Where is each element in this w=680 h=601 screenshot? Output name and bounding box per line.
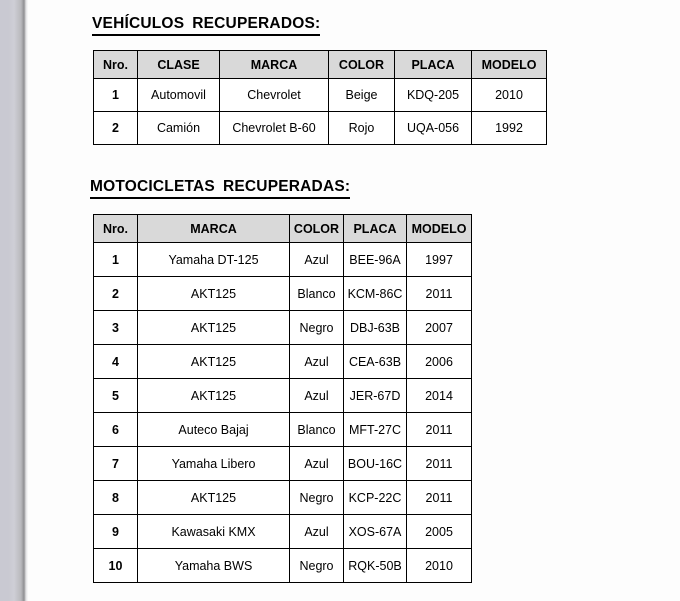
column-header-nro: Nro.: [93, 214, 138, 243]
cell-nro: 2: [93, 276, 138, 311]
cell-clase: Camión: [137, 111, 220, 145]
cell-placa: KCM-86C: [343, 276, 407, 311]
cell-marca: AKT125: [137, 310, 290, 345]
cell-placa: BEE-96A: [343, 242, 407, 277]
column-header-color: COLOR: [289, 214, 344, 243]
cell-color: Azul: [289, 446, 344, 481]
cell-marca: AKT125: [137, 480, 290, 515]
column-header-clase: CLASE: [137, 50, 220, 79]
table-row: 10 Yamaha BWS Negro RQK-50B 2010: [93, 548, 472, 583]
cell-color: Blanco: [289, 276, 344, 311]
section-title-motocicletas-word2: RECUPERADAS:: [222, 178, 351, 195]
cell-nro: 7: [93, 446, 138, 481]
cell-modelo: 2007: [406, 310, 472, 345]
cell-nro: 8: [93, 480, 138, 515]
cell-color: Azul: [289, 344, 344, 379]
cell-color: Negro: [289, 480, 344, 515]
cell-marca: Chevrolet B-60: [219, 111, 329, 145]
cell-marca: Chevrolet: [219, 78, 329, 112]
column-header-placa: PLACA: [343, 214, 407, 243]
table-row: 7 Yamaha Libero Azul BOU-16C 2011: [93, 446, 472, 481]
cell-placa: JER-67D: [343, 378, 407, 413]
cell-modelo: 2014: [406, 378, 472, 413]
cell-modelo: 2011: [406, 480, 472, 515]
table-row: 3 AKT125 Negro DBJ-63B 2007: [93, 310, 472, 345]
column-header-marca: MARCA: [219, 50, 329, 79]
cell-placa: MFT-27C: [343, 412, 407, 447]
cell-marca: Yamaha Libero: [137, 446, 290, 481]
cell-marca: AKT125: [137, 344, 290, 379]
column-header-marca: MARCA: [137, 214, 290, 243]
column-header-placa: PLACA: [394, 50, 472, 79]
cell-nro: 2: [93, 111, 138, 145]
table-row: 9 Kawasaki KMX Azul XOS-67A 2005: [93, 514, 472, 549]
table-row: 4 AKT125 Azul CEA-63B 2006: [93, 344, 472, 379]
cell-placa: BOU-16C: [343, 446, 407, 481]
table-row: 5 AKT125 Azul JER-67D 2014: [93, 378, 472, 413]
cell-nro: 5: [93, 378, 138, 413]
cell-modelo: 1997: [406, 242, 472, 277]
cell-modelo: 2006: [406, 344, 472, 379]
cell-modelo: 2010: [471, 78, 547, 112]
column-header-nro: Nro.: [93, 50, 138, 79]
table-header-row: Nro. CLASE MARCA COLOR PLACA MODELO: [93, 50, 547, 79]
page-edge-shadow: [0, 0, 28, 601]
cell-placa: CEA-63B: [343, 344, 407, 379]
table-row: 8 AKT125 Negro KCP-22C 2011: [93, 480, 472, 515]
cell-nro: 1: [93, 78, 138, 112]
cell-modelo: 2011: [406, 446, 472, 481]
section-title-vehiculos-word1: VEHÍCULOS: [92, 15, 185, 32]
cell-color: Rojo: [328, 111, 395, 145]
table-row: 1 Automovil Chevrolet Beige KDQ-205 2010: [93, 78, 547, 112]
cell-marca: AKT125: [137, 276, 290, 311]
document-page: VEHÍCULOS RECUPERADOS: Nro. CLASE MARCA C…: [28, 0, 680, 601]
cell-clase: Automovil: [137, 78, 220, 112]
cell-color: Azul: [289, 378, 344, 413]
cell-color: Negro: [289, 310, 344, 345]
cell-marca: Auteco Bajaj: [137, 412, 290, 447]
section-title-motocicletas: MOTOCICLETAS RECUPERADAS:: [90, 178, 351, 199]
cell-nro: 10: [93, 548, 138, 583]
cell-nro: 3: [93, 310, 138, 345]
cell-marca: Yamaha BWS: [137, 548, 290, 583]
table-motocicletas-recuperadas: Nro. MARCA COLOR PLACA MODELO 1 Yamaha DT…: [93, 214, 472, 583]
cell-modelo: 2011: [406, 276, 472, 311]
section-title-vehiculos-word2: RECUPERADOS:: [192, 15, 321, 32]
table-row: 1 Yamaha DT-125 Azul BEE-96A 1997: [93, 242, 472, 277]
table-row: 2 AKT125 Blanco KCM-86C 2011: [93, 276, 472, 311]
section-title-vehiculos: VEHÍCULOS RECUPERADOS:: [92, 15, 321, 36]
column-header-color: COLOR: [328, 50, 395, 79]
cell-modelo: 2010: [406, 548, 472, 583]
cell-placa: KCP-22C: [343, 480, 407, 515]
table-vehiculos-recuperados: Nro. CLASE MARCA COLOR PLACA MODELO 1 Au…: [93, 50, 547, 145]
cell-color: Negro: [289, 548, 344, 583]
column-header-modelo: MODELO: [471, 50, 547, 79]
cell-nro: 1: [93, 242, 138, 277]
cell-placa: DBJ-63B: [343, 310, 407, 345]
table-header-row: Nro. MARCA COLOR PLACA MODELO: [93, 214, 472, 243]
cell-color: Beige: [328, 78, 395, 112]
cell-marca: Yamaha DT-125: [137, 242, 290, 277]
cell-marca: AKT125: [137, 378, 290, 413]
cell-nro: 9: [93, 514, 138, 549]
cell-placa: XOS-67A: [343, 514, 407, 549]
cell-modelo: 2005: [406, 514, 472, 549]
section-title-motocicletas-word1: MOTOCICLETAS: [90, 178, 215, 195]
table-row: 6 Auteco Bajaj Blanco MFT-27C 2011: [93, 412, 472, 447]
cell-color: Blanco: [289, 412, 344, 447]
cell-nro: 6: [93, 412, 138, 447]
cell-color: Azul: [289, 242, 344, 277]
cell-nro: 4: [93, 344, 138, 379]
cell-placa: KDQ-205: [394, 78, 472, 112]
cell-color: Azul: [289, 514, 344, 549]
column-header-modelo: MODELO: [406, 214, 472, 243]
table-row: 2 Camión Chevrolet B-60 Rojo UQA-056 199…: [93, 111, 547, 145]
cell-placa: RQK-50B: [343, 548, 407, 583]
cell-placa: UQA-056: [394, 111, 472, 145]
cell-modelo: 2011: [406, 412, 472, 447]
cell-marca: Kawasaki KMX: [137, 514, 290, 549]
cell-modelo: 1992: [471, 111, 547, 145]
